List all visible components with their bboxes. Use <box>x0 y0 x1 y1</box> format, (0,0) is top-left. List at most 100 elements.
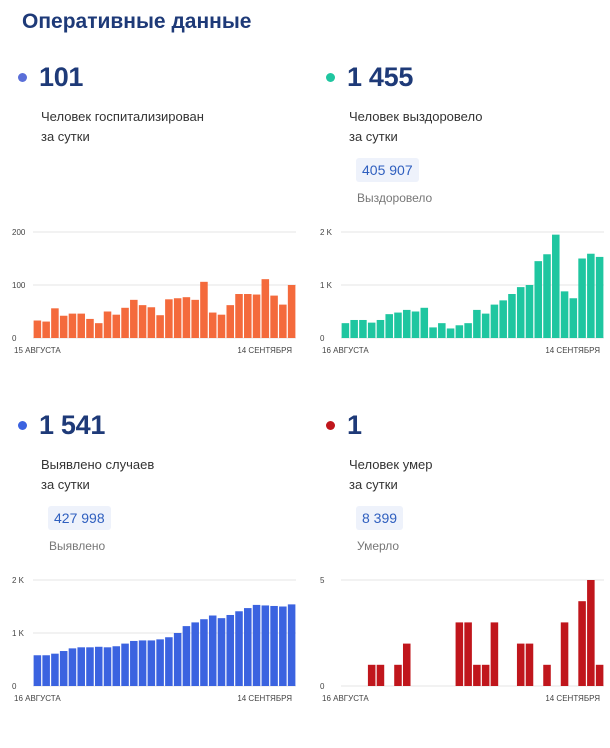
data-bar <box>244 608 252 686</box>
total-badge: 405 907 <box>356 158 419 182</box>
data-bar <box>279 606 287 686</box>
data-bar <box>130 299 138 338</box>
deaths-panel: 1 Человек умер за сутки 8 399 Умерло 0 5 1… <box>308 408 604 748</box>
data-bar <box>94 646 103 686</box>
description-line-1: Выявлено случаев <box>41 457 155 472</box>
daily-count: 1 <box>347 410 362 440</box>
data-bar <box>68 648 77 686</box>
data-bar <box>595 664 604 686</box>
data-bar <box>182 626 191 686</box>
description-line-1: Человек умер <box>349 457 433 472</box>
data-bar <box>587 580 595 686</box>
data-bar <box>121 307 129 338</box>
data-bar <box>287 604 296 686</box>
description-line-1: Человек выздоровело <box>349 109 483 124</box>
data-bar <box>51 653 59 686</box>
data-bar <box>490 622 499 686</box>
data-bar <box>138 305 147 338</box>
data-bar <box>33 320 42 338</box>
data-bar <box>77 647 85 686</box>
data-bar <box>595 256 604 338</box>
total-label: Выявлено <box>49 539 106 553</box>
data-bar <box>86 318 94 338</box>
y-tick-label: 0 <box>320 682 325 691</box>
bullet-dot-icon <box>326 73 335 82</box>
stat-description: Человек умер за сутки <box>349 455 569 495</box>
x-start-label: 16 АВГУСТА <box>14 694 61 703</box>
stat-description: Человек госпитализирован за сутки <box>41 107 261 147</box>
data-bar <box>270 295 278 338</box>
data-bar <box>525 643 534 686</box>
y-tick-label: 200 <box>12 228 26 237</box>
big-stat: 1 <box>326 410 362 441</box>
data-bar <box>261 605 270 686</box>
data-bar <box>569 298 578 338</box>
data-bar <box>226 614 235 686</box>
data-bar <box>455 325 464 338</box>
description-line-1: Человек госпитализирован <box>41 109 204 124</box>
data-bar <box>182 297 191 338</box>
x-start-label: 16 АВГУСТА <box>322 694 369 703</box>
data-bar <box>138 640 147 686</box>
data-bar <box>68 313 77 338</box>
data-bar <box>411 311 420 338</box>
data-bar <box>200 619 208 686</box>
data-bar <box>191 622 199 686</box>
total-label: Выздоровело <box>357 191 433 205</box>
x-end-label: 14 СЕНТЯБРЯ <box>237 346 292 355</box>
data-bar <box>103 647 112 686</box>
total-badge: 427 998 <box>48 506 111 530</box>
data-bar <box>94 323 103 338</box>
data-bar <box>235 611 243 686</box>
data-bar <box>226 305 235 338</box>
description-line-2: за сутки <box>349 129 398 144</box>
deaths-chart: 0 5 16 АВГУСТА 14 СЕНТЯБРЯ <box>320 576 604 703</box>
y-tick-label: 5 <box>320 576 325 585</box>
big-stat: 1 541 <box>18 410 105 441</box>
data-bar <box>165 637 173 686</box>
data-bar <box>525 285 534 338</box>
y-tick-label: 0 <box>12 334 17 343</box>
data-bar <box>481 664 490 686</box>
description-line-2: за сутки <box>41 477 90 492</box>
data-bar <box>341 323 350 338</box>
cases-panel: 1 541 Выявлено случаев за сутки 427 998 … <box>0 408 296 748</box>
data-bar <box>42 321 50 338</box>
data-bar <box>385 314 393 338</box>
data-bar <box>560 291 569 338</box>
data-bar <box>217 618 226 686</box>
x-end-label: 14 СЕНТЯБРЯ <box>545 694 600 703</box>
y-tick-label: 0 <box>320 334 325 343</box>
data-bar <box>217 314 226 338</box>
data-bar <box>464 323 472 338</box>
data-bar <box>499 300 507 338</box>
x-end-label: 14 СЕНТЯБРЯ <box>237 694 292 703</box>
data-bar <box>490 304 499 338</box>
data-bar <box>147 640 156 686</box>
data-bar <box>252 294 261 338</box>
data-bar <box>508 294 516 338</box>
daily-count: 101 <box>39 62 84 92</box>
data-bar <box>252 604 261 686</box>
data-bar <box>33 655 42 686</box>
stat-description: Человек выздоровело за сутки <box>349 107 569 147</box>
data-bar <box>429 327 437 338</box>
data-bar <box>173 633 182 686</box>
data-bar <box>420 307 429 338</box>
data-bar <box>130 640 138 686</box>
data-bar <box>59 651 68 686</box>
data-bar <box>359 319 367 338</box>
total-label: Умерло <box>357 539 400 553</box>
big-stat: 101 <box>18 62 83 93</box>
data-bar <box>42 655 50 686</box>
data-bar <box>376 319 385 338</box>
description-line-2: за сутки <box>349 477 398 492</box>
data-bar <box>208 312 217 338</box>
stat-description: Выявлено случаев за сутки <box>41 455 261 495</box>
data-bar <box>578 258 586 338</box>
data-bar <box>473 309 481 338</box>
x-end-label: 14 СЕНТЯБРЯ <box>545 346 600 355</box>
recovered-panel: 1 455 Человек выздоровело за сутки 405 9… <box>308 60 604 400</box>
y-tick-label: 2 K <box>12 576 25 585</box>
data-bar <box>103 311 112 338</box>
